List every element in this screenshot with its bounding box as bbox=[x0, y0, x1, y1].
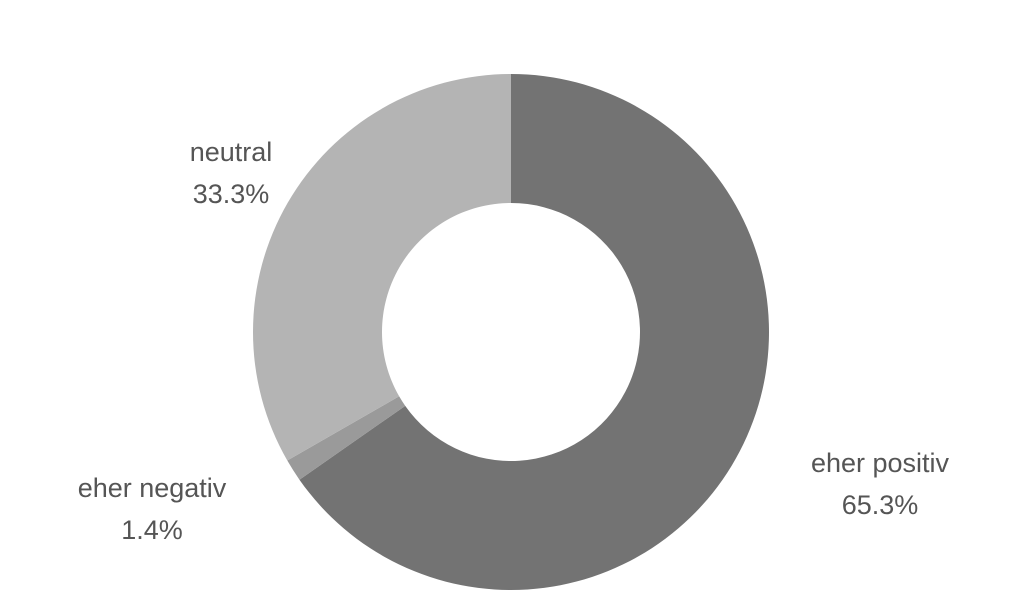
slice-label-neutral: neutral 33.3% bbox=[170, 131, 292, 215]
slice-label-eher-negativ: eher negativ 1.4% bbox=[62, 467, 242, 551]
slice-name-neutral: neutral bbox=[189, 137, 273, 167]
slice-value-eher-negativ: 1.4% bbox=[121, 515, 183, 545]
slice-eher-negativ bbox=[287, 396, 406, 480]
slice-value-neutral: 33.3% bbox=[192, 179, 270, 209]
slice-value-eher-positiv: 65.3% bbox=[841, 490, 919, 520]
slice-name-eher-negativ: eher negativ bbox=[77, 473, 227, 503]
slice-eher-positiv bbox=[299, 74, 769, 590]
slice-neutral bbox=[252, 74, 511, 461]
slice-name-eher-positiv: eher positiv bbox=[810, 448, 950, 478]
slice-label-eher-positiv: eher positiv 65.3% bbox=[795, 442, 965, 526]
